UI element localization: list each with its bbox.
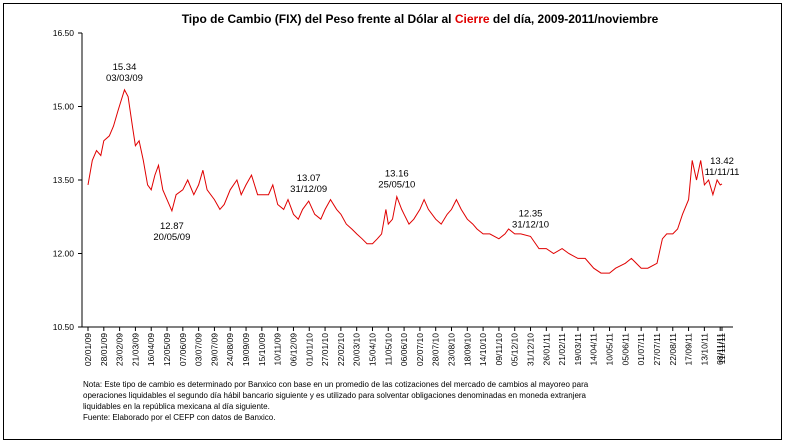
x-tick-label: 26/01/11 [541, 333, 551, 366]
x-tick-label: 09/11/10 [494, 333, 504, 366]
x-tick-label: 28/01/09 [99, 333, 109, 366]
x-tick-label: 01/01/10 [304, 333, 314, 366]
x-tick-label: 10/11/09 [273, 333, 283, 366]
y-tick-label: 12.00 [53, 249, 75, 259]
x-tick-label: 05/12/10 [510, 333, 520, 366]
x-tick-label: 10/05/11 [605, 333, 615, 366]
annotation-value: 12.35 [519, 208, 543, 219]
note: Fuente: Elaborado por el CEFP con datos … [83, 413, 275, 422]
x-tick-label: 06/12/09 [288, 333, 298, 366]
annotation-value: 13.07 [297, 173, 321, 184]
annotation-date: 03/03/09 [106, 73, 143, 84]
x-tick-label: 11/11/11 [717, 333, 727, 364]
x-tick-label: 27/07/11 [652, 333, 662, 366]
x-tick-label: 14/04/11 [589, 333, 599, 366]
x-tick-label: 02/07/10 [415, 333, 425, 366]
x-tick-label: 29/07/09 [209, 333, 219, 366]
annotation-date: 25/05/10 [378, 180, 415, 191]
x-tick-label: 02/01/09 [83, 333, 93, 366]
y-tick-label: 16.50 [53, 28, 75, 38]
x-tick-label: 07/06/09 [178, 333, 188, 366]
note: Nota: Este tipo de cambio es determinado… [83, 380, 589, 389]
annotation-value: 15.34 [113, 62, 137, 73]
x-tick-label: 21/03/09 [130, 333, 140, 366]
x-tick-label: 13/10/11 [699, 333, 709, 366]
x-tick-label: 11/05/10 [383, 333, 393, 366]
x-tick-label: 19/03/11 [573, 333, 583, 366]
y-tick-label: 13.50 [53, 175, 75, 185]
note: liquidables en la república mexicana al … [83, 402, 270, 411]
x-tick-label: 01/07/11 [636, 333, 646, 366]
line-series [87, 88, 723, 274]
frame [3, 3, 782, 440]
x-tick-label: 12/05/09 [162, 333, 172, 366]
annotation-date: 31/12/09 [290, 184, 327, 195]
x-tick-label: 19/09/09 [241, 333, 251, 366]
x-tick-label: 03/07/09 [194, 333, 204, 366]
x-tick-label: 24/08/09 [225, 333, 235, 366]
x-tick-label: 17/09/11 [684, 333, 694, 366]
x-tick-label: 20/03/10 [352, 333, 362, 366]
annotation-value: 13.16 [385, 169, 409, 180]
title-part: del día, 2009-2011/noviembre [490, 12, 659, 26]
annotation-date: 11/11/11 [705, 167, 740, 178]
x-tick-label: 23/02/09 [115, 333, 125, 366]
x-tick-label: 18/09/10 [462, 333, 472, 366]
title-part: Cierre [455, 12, 490, 26]
x-tick-label: 08/11/11 [715, 333, 725, 365]
x-tick-label: 23/08/10 [447, 333, 457, 366]
y-tick-label: 10.50 [53, 322, 75, 332]
x-tick-label: 05/06/11 [620, 333, 630, 366]
x-tick-label: 15/10/09 [257, 333, 267, 366]
x-tick-label: 06/06/10 [399, 333, 409, 366]
annotation-value: 12.87 [160, 221, 184, 232]
annotation-value: 13.42 [710, 156, 734, 167]
annotation-date: 20/05/09 [153, 232, 190, 243]
x-tick-label: 16/04/09 [146, 333, 156, 366]
x-tick-label: 22/08/11 [668, 333, 678, 366]
y-tick-label: 15.00 [53, 102, 75, 112]
x-tick-label: 14/10/10 [478, 333, 488, 366]
x-tick-label: 21/02/11 [557, 333, 567, 366]
x-tick-label: 15/04/10 [367, 333, 377, 366]
title-part: Tipo de Cambio (FIX) del Peso frente al … [182, 12, 455, 26]
x-tick-label: 22/02/10 [336, 333, 346, 366]
x-tick-label: 27/01/10 [320, 333, 330, 366]
note: operaciones liquidables el segundo día h… [83, 391, 587, 400]
chart-title: Tipo de Cambio (FIX) del Peso frente al … [182, 12, 659, 26]
annotation-date: 31/12/10 [512, 219, 549, 230]
x-tick-label: 31/12/10 [526, 333, 536, 366]
x-tick-label: 28/07/10 [431, 333, 441, 366]
